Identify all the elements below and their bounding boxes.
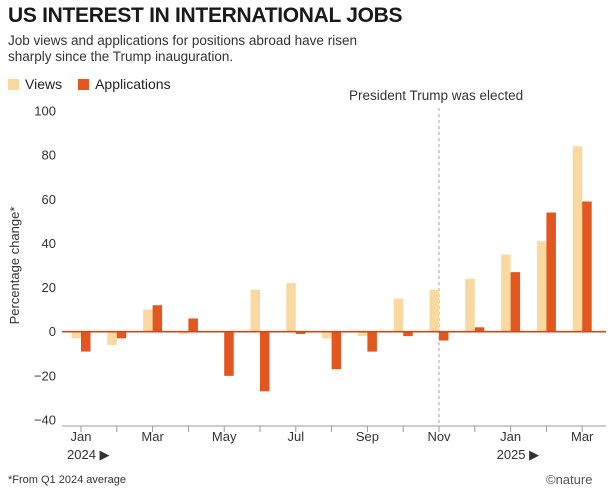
bar-applications bbox=[224, 331, 234, 376]
legend-item-views: Views bbox=[8, 76, 62, 92]
y-tick-label: 20 bbox=[42, 280, 56, 295]
legend-swatch-applications bbox=[78, 78, 90, 90]
x-tick-label: May bbox=[212, 429, 237, 444]
chart-subtitle: Job views and applications for positions… bbox=[8, 33, 357, 64]
bar-applications bbox=[188, 318, 198, 332]
x-tick-label: Mar bbox=[571, 429, 594, 444]
bar-applications bbox=[152, 305, 163, 332]
y-tick-label: 100 bbox=[34, 104, 56, 119]
bar-views bbox=[536, 241, 547, 332]
x-tick-label: Jul bbox=[287, 429, 304, 444]
x-tick-label: Jan bbox=[71, 429, 92, 444]
y-tick-label: −20 bbox=[34, 368, 56, 383]
x-tick-label: Jan bbox=[500, 429, 521, 444]
bar-applications bbox=[331, 331, 342, 370]
y-tick-label: 0 bbox=[49, 324, 56, 339]
bar-views bbox=[501, 254, 511, 332]
credit: ©nature bbox=[546, 472, 593, 487]
bar-views bbox=[357, 331, 368, 337]
x-year-label: 2024 ▶ bbox=[67, 447, 110, 462]
legend-label-views: Views bbox=[25, 76, 63, 92]
y-tick-label: 60 bbox=[42, 192, 56, 207]
bar-views bbox=[393, 298, 404, 332]
legend-item-applications: Applications bbox=[78, 76, 171, 92]
legend-swatch-views bbox=[8, 78, 19, 90]
x-year-label: 2025 ▶ bbox=[497, 447, 540, 462]
bar-views bbox=[178, 331, 189, 334]
footnote: *From Q1 2024 average bbox=[8, 474, 127, 486]
bar-views bbox=[107, 331, 117, 345]
bar-views bbox=[286, 283, 296, 332]
bar-views bbox=[143, 309, 153, 332]
bar-views bbox=[71, 331, 81, 339]
y-tick-label: 40 bbox=[42, 236, 56, 251]
y-axis-label: Percentage change* bbox=[7, 207, 22, 325]
bar-applications bbox=[546, 212, 556, 332]
chart-title: US INTEREST IN INTERNATIONAL JOBS bbox=[8, 4, 403, 27]
bar-applications bbox=[81, 331, 91, 352]
bar-views bbox=[322, 331, 332, 339]
bar-applications bbox=[510, 272, 521, 332]
bar-applications bbox=[367, 331, 377, 352]
x-tick-label: Sep bbox=[356, 429, 379, 444]
bar-applications bbox=[474, 327, 485, 332]
x-tick-label: Nov bbox=[427, 429, 451, 444]
bar-applications bbox=[260, 331, 270, 392]
bar-applications bbox=[295, 331, 306, 334]
legend-label-applications: Applications bbox=[95, 76, 171, 92]
legend: Views Applications bbox=[8, 76, 187, 92]
bar-views bbox=[429, 289, 439, 332]
bar-applications bbox=[403, 331, 413, 337]
bar-applications bbox=[116, 331, 127, 339]
bar-applications bbox=[582, 201, 592, 332]
y-tick-label: 80 bbox=[42, 148, 56, 163]
bar-views bbox=[465, 278, 475, 332]
annotation-label: President Trump was elected bbox=[349, 88, 523, 103]
x-tick-label: Mar bbox=[141, 429, 164, 444]
bar-views bbox=[250, 289, 260, 332]
y-tick-label: −40 bbox=[34, 413, 56, 428]
bar-applications bbox=[439, 331, 449, 341]
bar-views bbox=[572, 146, 583, 332]
